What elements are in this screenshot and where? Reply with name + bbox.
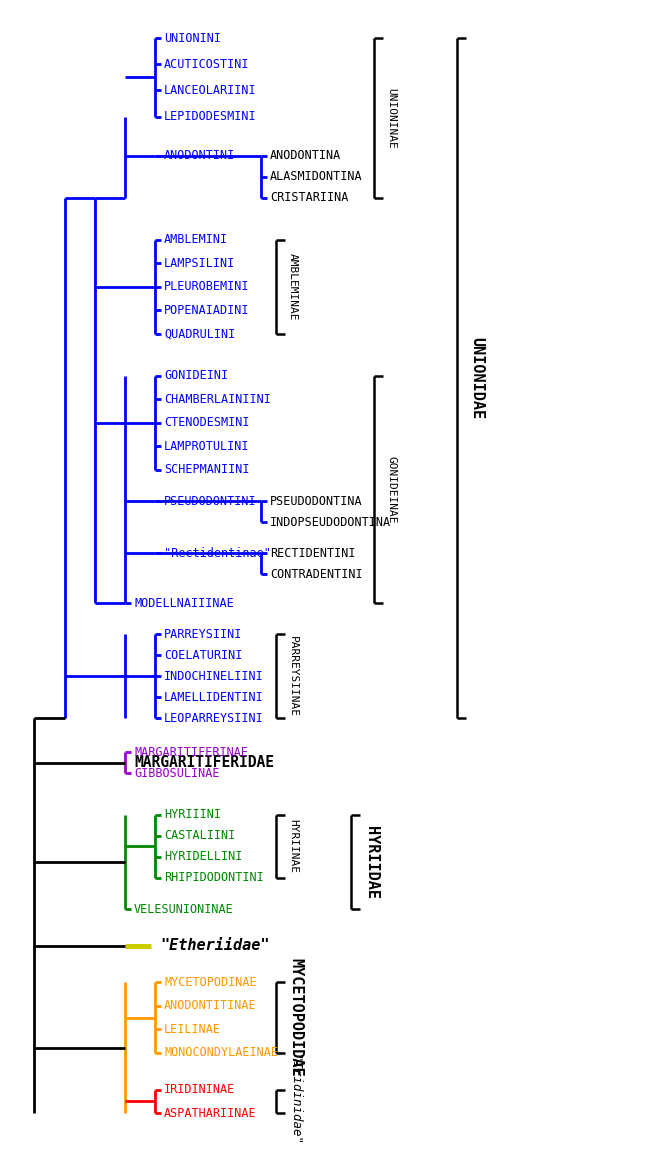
Text: SCHEPMANIINI: SCHEPMANIINI [164, 463, 250, 476]
Text: VELESUNIONINAE: VELESUNIONINAE [134, 902, 234, 916]
Text: LEILINAE: LEILINAE [164, 1023, 221, 1036]
Text: UNIONINI: UNIONINI [164, 31, 221, 45]
Text: CASTALIINI: CASTALIINI [164, 829, 235, 842]
Text: GIBBOSULINAE: GIBBOSULINAE [134, 767, 220, 779]
Text: PARREYSIINI: PARREYSIINI [164, 628, 242, 642]
Text: POPENAIADINI: POPENAIADINI [164, 303, 250, 316]
Text: QUADRULINI: QUADRULINI [164, 328, 235, 340]
Text: LAMELLIDENTINI: LAMELLIDENTINI [164, 690, 264, 704]
Text: ASPATHARIINAE: ASPATHARIINAE [164, 1107, 257, 1120]
Text: UNIONIDAE: UNIONIDAE [469, 337, 484, 419]
Text: ANODONTINI: ANODONTINI [164, 149, 235, 162]
Text: CRISTARIINA: CRISTARIINA [270, 191, 348, 204]
Text: ACUTICOSTINI: ACUTICOSTINI [164, 58, 250, 71]
Text: "Iridinidae": "Iridinidae" [288, 1056, 301, 1146]
Text: HYRIIDAE: HYRIIDAE [363, 826, 378, 899]
Text: MARGARITIFERINAE: MARGARITIFERINAE [134, 746, 248, 758]
Text: PSEUDODONTINI: PSEUDODONTINI [164, 494, 257, 507]
Text: AMBLEMINAE: AMBLEMINAE [288, 252, 298, 321]
Text: IRIDININAE: IRIDININAE [164, 1083, 235, 1097]
Text: PSEUDODONTINA: PSEUDODONTINA [270, 494, 363, 507]
Text: PLEUROBEMINI: PLEUROBEMINI [164, 280, 250, 293]
Text: MONOCONDYLAEINAE: MONOCONDYLAEINAE [164, 1047, 278, 1060]
Text: LAMPROTULINI: LAMPROTULINI [164, 440, 250, 453]
Text: CHAMBERLAINIINI: CHAMBERLAINIINI [164, 393, 271, 405]
Text: INDOCHINELIINI: INDOCHINELIINI [164, 669, 264, 683]
Text: LAMPSILINI: LAMPSILINI [164, 257, 235, 270]
Text: LEPIDODESMINI: LEPIDODESMINI [164, 110, 257, 123]
Text: "Etheriidae": "Etheriidae" [161, 938, 270, 953]
Text: ALASMIDONTINA: ALASMIDONTINA [270, 170, 363, 183]
Text: GONIDEINAE: GONIDEINAE [386, 455, 396, 523]
Text: COELATURINI: COELATURINI [164, 648, 242, 662]
Text: ANODONTINA: ANODONTINA [270, 149, 341, 162]
Text: RHIPIDODONTINI: RHIPIDODONTINI [164, 871, 264, 885]
Text: MYCETOPODINAE: MYCETOPODINAE [164, 976, 257, 989]
Text: UNIONINAE: UNIONINAE [386, 88, 396, 148]
Text: CTENODESMINI: CTENODESMINI [164, 416, 250, 430]
Text: AMBLEMINI: AMBLEMINI [164, 233, 228, 245]
Text: CONTRADENTINI: CONTRADENTINI [270, 567, 363, 581]
Text: PARREYSIINAE: PARREYSIINAE [288, 636, 298, 717]
Text: HYRIIINI: HYRIIINI [164, 808, 221, 821]
Text: "Rectidentinae": "Rectidentinae" [164, 547, 271, 560]
Text: LANCEOLARIINI: LANCEOLARIINI [164, 85, 257, 97]
Text: MODELLNAIIINAE: MODELLNAIIINAE [134, 596, 234, 609]
Text: INDOPSEUDODONTINA: INDOPSEUDODONTINA [270, 515, 391, 528]
Text: RECTIDENTINI: RECTIDENTINI [270, 547, 356, 560]
Text: HYRIINAE: HYRIINAE [288, 820, 298, 873]
Text: ANODONTITINAE: ANODONTITINAE [164, 999, 257, 1012]
Text: MYCETOPODIDAE: MYCETOPODIDAE [288, 959, 303, 1077]
Text: HYRIDELLINI: HYRIDELLINI [164, 850, 242, 863]
Text: GONIDEINI: GONIDEINI [164, 369, 228, 382]
Text: LEOPARREYSIINI: LEOPARREYSIINI [164, 712, 264, 725]
Text: MARGARITIFERIDAE: MARGARITIFERIDAE [135, 755, 275, 770]
